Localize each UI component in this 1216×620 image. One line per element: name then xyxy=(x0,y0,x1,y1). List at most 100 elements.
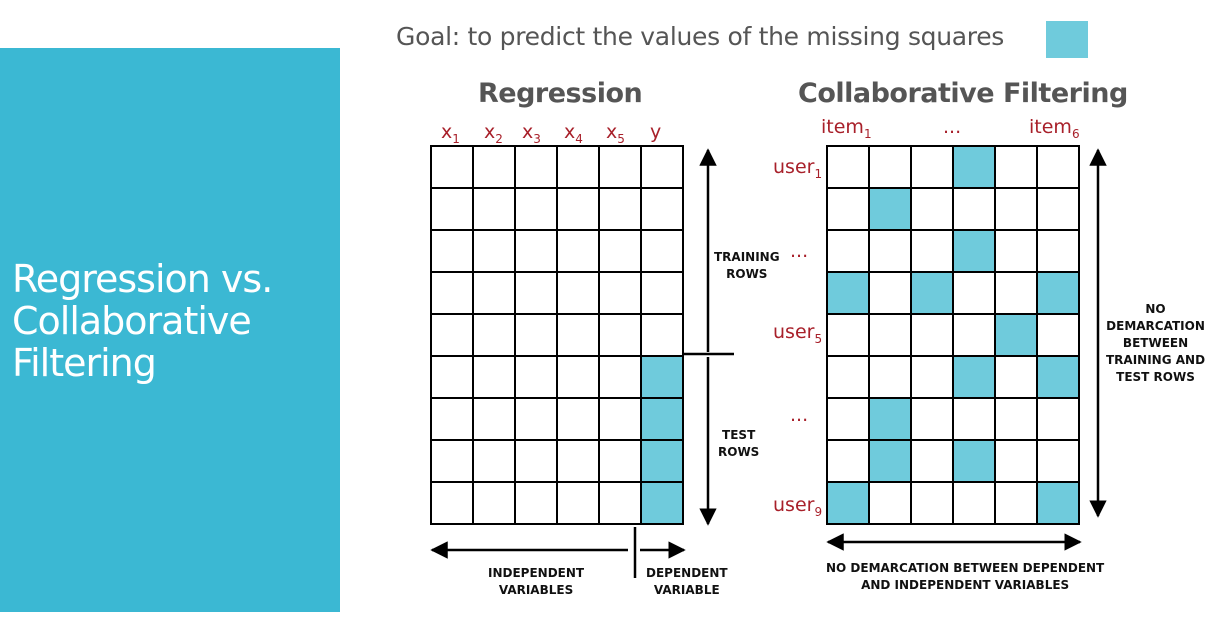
collab-cell xyxy=(1038,231,1080,273)
item-label: item6 xyxy=(1029,116,1080,141)
regression-missing-cell xyxy=(642,399,684,441)
reg-col-label: y xyxy=(650,121,662,143)
regression-cell xyxy=(432,189,474,231)
collab-cell xyxy=(828,315,870,357)
regression-cell xyxy=(516,315,558,357)
collab-cell xyxy=(828,357,870,399)
collab-cell xyxy=(1038,147,1080,189)
collab-cell xyxy=(912,357,954,399)
regression-cell xyxy=(558,357,600,399)
regression-missing-cell xyxy=(642,483,684,525)
regression-cell xyxy=(516,399,558,441)
collab-missing-cell xyxy=(954,147,996,189)
reg-col-label: x4 xyxy=(564,121,583,146)
collab-cell xyxy=(954,315,996,357)
collab-cell xyxy=(996,399,1038,441)
reg-col-label: x5 xyxy=(606,121,625,146)
regression-cell xyxy=(474,231,516,273)
regression-cell xyxy=(516,357,558,399)
collab-cell xyxy=(828,189,870,231)
regression-cell xyxy=(474,147,516,189)
regression-cell xyxy=(558,231,600,273)
reg-col-label: x3 xyxy=(522,121,541,146)
collab-missing-cell xyxy=(1038,357,1080,399)
regression-cell xyxy=(558,315,600,357)
regression-cell xyxy=(642,231,684,273)
collab-cell xyxy=(912,399,954,441)
no-demarcation-variables-label: NO DEMARCATION BETWEEN DEPENDENT AND INDE… xyxy=(826,561,1105,592)
independent-variables-label: INDEPENDENT VARIABLES xyxy=(488,566,585,597)
regression-cell xyxy=(600,189,642,231)
regression-cell xyxy=(642,147,684,189)
regression-cell xyxy=(432,441,474,483)
collab-cell xyxy=(870,483,912,525)
slide-title: Regression vs. Collaborative Filtering xyxy=(12,257,273,385)
collab-grid xyxy=(826,145,1080,525)
no-demarcation-rows-label: NO DEMARCATION BETWEEN TRAINING AND TEST ROW… xyxy=(1106,302,1206,384)
missing-square-swatch xyxy=(1046,21,1088,58)
regression-cell xyxy=(474,399,516,441)
regression-cell xyxy=(516,483,558,525)
collab-missing-cell xyxy=(870,441,912,483)
collab-cell xyxy=(996,231,1038,273)
collab-missing-cell xyxy=(828,273,870,315)
user-label: user1 xyxy=(773,156,823,181)
regression-cell xyxy=(516,441,558,483)
collab-cell xyxy=(996,357,1038,399)
regression-cell xyxy=(474,315,516,357)
regression-heading: Regression xyxy=(478,78,643,109)
slide-title-line-2: Collaborative xyxy=(12,299,252,343)
collab-cell xyxy=(828,441,870,483)
collab-cell xyxy=(954,483,996,525)
collab-missing-cell xyxy=(870,399,912,441)
collab-cell xyxy=(996,441,1038,483)
regression-cell xyxy=(474,357,516,399)
regression-cell xyxy=(516,147,558,189)
regression-cell xyxy=(558,399,600,441)
user-ellipsis: ... xyxy=(790,240,809,262)
regression-cell xyxy=(474,189,516,231)
collab-cell xyxy=(870,147,912,189)
user-ellipsis: ... xyxy=(790,404,809,426)
collab-cell xyxy=(1038,441,1080,483)
collab-cell xyxy=(954,273,996,315)
collab-cell xyxy=(996,273,1038,315)
collab-cell xyxy=(828,231,870,273)
regression-cell xyxy=(600,315,642,357)
collab-cell xyxy=(954,399,996,441)
regression-cell xyxy=(474,483,516,525)
regression-missing-cell xyxy=(642,441,684,483)
regression-cell xyxy=(600,273,642,315)
collab-cell xyxy=(828,147,870,189)
collab-cell xyxy=(870,315,912,357)
collab-cell xyxy=(996,147,1038,189)
regression-cell xyxy=(432,357,474,399)
user-label: user9 xyxy=(773,494,823,519)
test-rows-label: TEST ROWS xyxy=(718,428,760,459)
regression-cell xyxy=(432,399,474,441)
slide-title-line-3: Filtering xyxy=(12,341,157,385)
regression-cell xyxy=(558,483,600,525)
regression-cell xyxy=(558,147,600,189)
regression-cell xyxy=(474,273,516,315)
collab-cell xyxy=(912,189,954,231)
collab-cell xyxy=(870,273,912,315)
regression-cell xyxy=(432,273,474,315)
regression-cell xyxy=(516,189,558,231)
collab-missing-cell xyxy=(954,231,996,273)
collab-cell xyxy=(912,315,954,357)
regression-cell xyxy=(432,147,474,189)
regression-cell xyxy=(432,315,474,357)
side-panel xyxy=(0,48,340,612)
regression-cell xyxy=(600,357,642,399)
regression-cell xyxy=(558,189,600,231)
dependent-variable-label: DEPENDENT VARIABLE xyxy=(646,566,728,597)
slide-title-line-1: Regression vs. xyxy=(12,257,273,301)
collab-cell xyxy=(1038,399,1080,441)
regression-missing-cell xyxy=(642,357,684,399)
collab-missing-cell xyxy=(870,189,912,231)
regression-cell xyxy=(558,273,600,315)
collab-cell xyxy=(1038,189,1080,231)
regression-cell xyxy=(516,273,558,315)
